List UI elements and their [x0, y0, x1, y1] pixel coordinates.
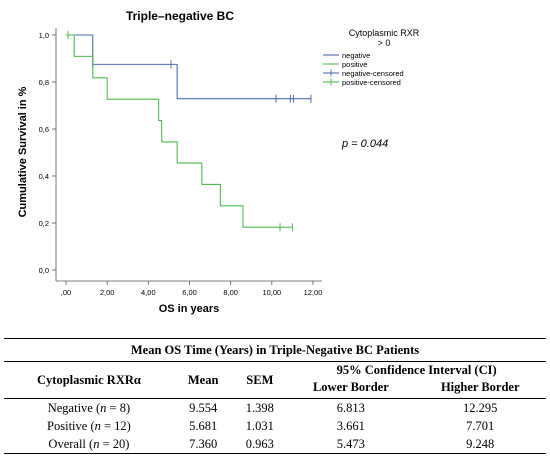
lower-border-cell: 6.813	[336, 400, 365, 415]
col-header-lower: Lower Border	[287, 379, 415, 399]
table-body: Negative (n = 8) 9.554 1.398 6.813 12.295 Pos…	[4, 399, 546, 454]
table-row: Negative (n = 8) 9.554 1.398 6.813 12.295	[4, 399, 546, 418]
negative-survival-line	[66, 34, 311, 100]
group-cell: Overall (n = 20)	[4, 435, 174, 454]
x-tick-label: 6,00	[182, 288, 197, 297]
y-axis-label: Cumulative Survival in %	[17, 86, 29, 217]
chart-title: Triple–negative BC	[126, 9, 234, 23]
y-tick-label: 1,0	[39, 31, 49, 40]
chart-svg: Triple–negative BC Cumulative Survival i…	[17, 9, 420, 315]
y-tick-label: 0,8	[39, 78, 49, 87]
positive-survival-line	[66, 34, 293, 228]
lower-border-cell: 3.661	[336, 418, 365, 433]
legend-title-line1: Cytoplasmic RXR	[349, 28, 420, 38]
x-axis-label: OS in years	[159, 303, 220, 315]
col-header-sem: SEM	[232, 361, 288, 399]
col-header-ci: 95% Confidence Interval (CI)	[336, 363, 497, 377]
sem-cell: 1.031	[245, 418, 274, 433]
mean-os-table: Mean OS Time (Years) in Triple-Negative …	[4, 338, 546, 454]
group-n-symbol: n	[93, 436, 100, 451]
higher-border-cell: 12.295	[463, 400, 498, 415]
table-caption: Mean OS Time (Years) in Triple-Negative …	[4, 338, 546, 362]
x-tick-label: 12,00	[304, 288, 323, 297]
mean-cell: 9.554	[189, 400, 218, 415]
higher-border-cell: 7.701	[466, 418, 495, 433]
y-tick-label: 0,6	[39, 125, 49, 134]
axes: 0,0 0,2 0,4 0,6 0,8 1,0 ,00 2,00 4,00 6,00 8,00 10,…	[39, 28, 323, 297]
group-label: Positive (	[47, 418, 95, 433]
mean-cell: 5.681	[189, 418, 218, 433]
p-value-annotation: p = 0.044	[342, 138, 389, 150]
legend: Cytoplasmic RXR> 0 negativepositivenegati…	[323, 28, 420, 87]
col-header-mean: Mean	[173, 361, 233, 399]
legend-label: negative	[342, 51, 370, 60]
mean-cell: 7.360	[173, 435, 233, 454]
sem-cell: 1.398	[245, 400, 274, 415]
x-tick-label: 2,00	[100, 288, 115, 297]
group-n-value: = 12)	[100, 418, 131, 433]
legend-label: positive-censored	[342, 78, 401, 87]
x-tick-label: 10,00	[262, 288, 281, 297]
y-tick-label: 0,0	[39, 266, 49, 275]
group-cell: Positive (n = 12)	[4, 417, 174, 435]
group-n-symbol: n	[94, 418, 101, 433]
group-n-value: = 8)	[106, 400, 131, 415]
sem-cell: 0.963	[232, 435, 288, 454]
lower-border-cell: 5.473	[287, 435, 415, 454]
x-tick-label: 4,00	[141, 288, 156, 297]
x-tick-label: ,00	[61, 288, 71, 297]
group-label: Overall (	[48, 436, 94, 451]
col-header-cytoplasmic: Cytoplasmic RXRα	[4, 361, 174, 399]
x-tick-label: 8,00	[223, 288, 238, 297]
col-header-higher: Higher Border	[414, 379, 546, 399]
higher-border-cell: 9.248	[414, 435, 546, 454]
table-row: Positive (n = 12) 5.681 1.031 3.661 7.701	[4, 417, 546, 435]
group-cell: Negative (n = 8)	[4, 399, 174, 418]
group-label: Negative (	[47, 400, 101, 415]
y-tick-label: 0,4	[39, 172, 49, 181]
y-tick-label: 0,2	[39, 219, 49, 228]
legend-label: positive	[342, 60, 367, 69]
group-n-value: = 20)	[99, 436, 130, 451]
legend-label: negative-censored	[342, 69, 404, 78]
legend-title-line2: > 0	[378, 38, 391, 48]
table-row: Overall (n = 20) 7.360 0.963 5.473 9.248	[4, 435, 546, 454]
plot-area	[66, 31, 312, 232]
group-n-symbol: n	[100, 400, 107, 415]
km-survival-chart: Triple–negative BC Cumulative Survival i…	[17, 9, 420, 315]
